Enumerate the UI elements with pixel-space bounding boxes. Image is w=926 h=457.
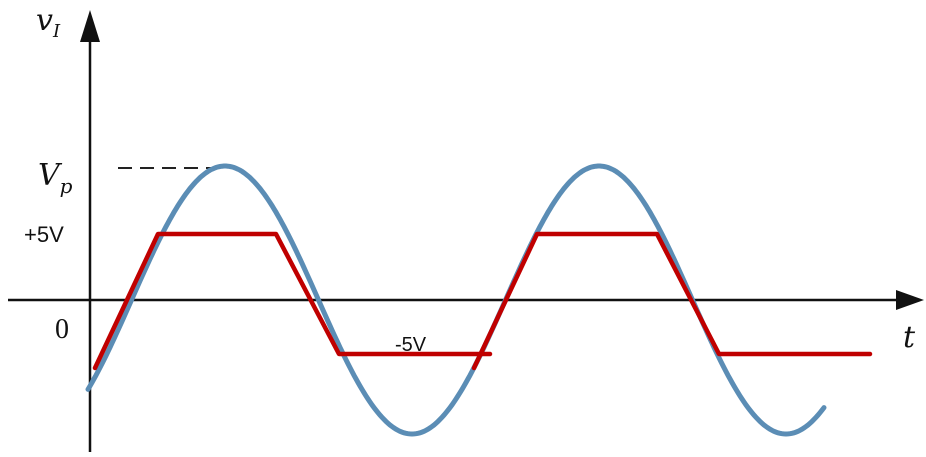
- origin-label: 0: [55, 314, 69, 345]
- x-axis-arrow-icon: [896, 290, 924, 310]
- clipped-output-wave-second-cycle: [471, 231, 873, 371]
- positive-clip-label: +5V: [24, 222, 64, 247]
- peak-label: Vp: [38, 158, 73, 198]
- negative-clip-label: -5V: [395, 334, 427, 356]
- clipped-output-wave: [92, 231, 493, 371]
- y-axis-arrow-icon: [80, 10, 100, 42]
- y-axis-label: vI: [36, 3, 61, 42]
- x-axis-label: t: [903, 320, 916, 355]
